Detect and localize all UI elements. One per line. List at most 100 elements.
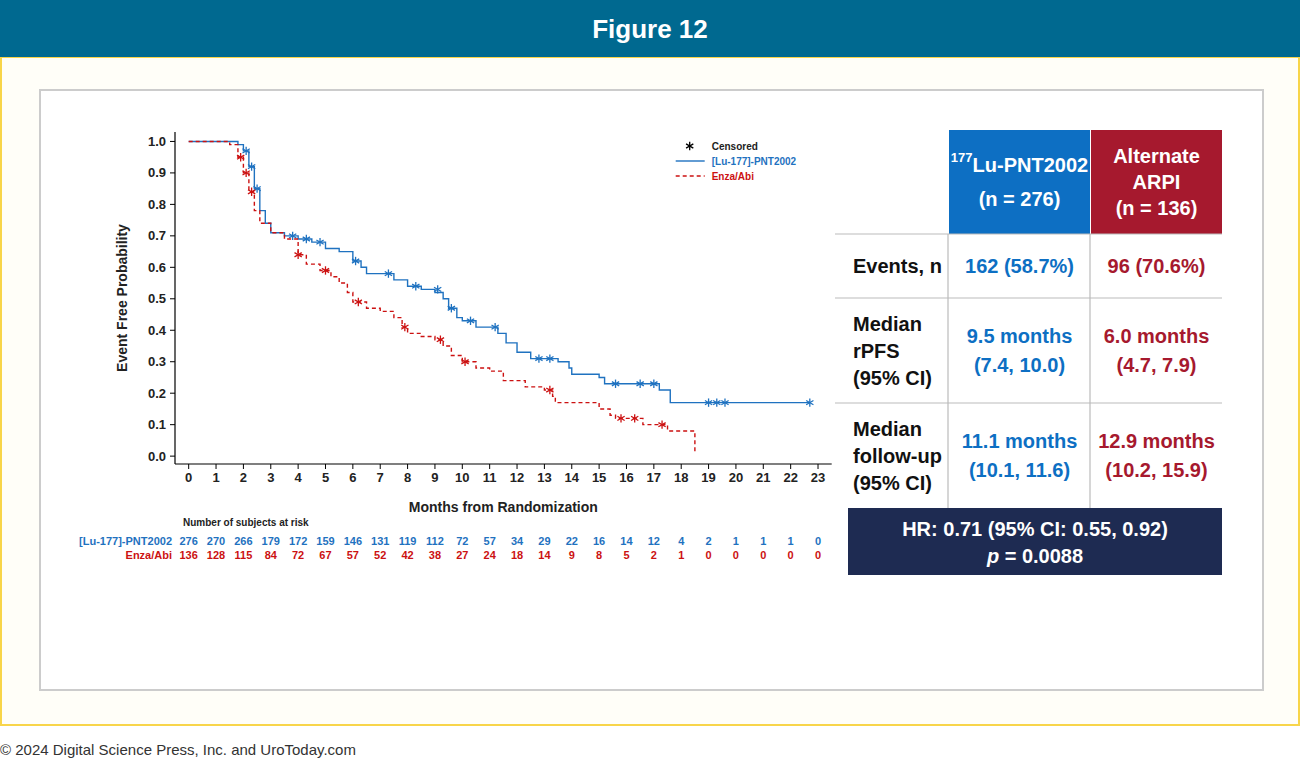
y-tick	[170, 456, 175, 457]
censored-mark	[492, 323, 499, 331]
asterisk-stroke	[461, 360, 468, 364]
cell-value: 162 (58.7%)	[965, 255, 1074, 277]
x-tick-label: 8	[404, 470, 411, 485]
asterisk-stroke	[316, 240, 323, 244]
censored-mark	[253, 184, 260, 192]
at-risk-value: 0	[706, 549, 712, 561]
x-tick-label: 0	[185, 470, 192, 485]
asterisk-stroke	[461, 360, 468, 364]
plot-data	[189, 141, 814, 453]
x-tick	[298, 464, 299, 469]
x-tick	[407, 464, 408, 469]
asterisk-stroke	[612, 382, 619, 386]
asterisk-stroke	[385, 272, 392, 276]
x-tick	[380, 464, 381, 469]
asterisk-stroke	[658, 423, 665, 427]
asterisk-stroke	[492, 325, 499, 329]
x-tick	[818, 464, 819, 469]
row-label: Median	[853, 313, 922, 335]
cell-value: 6.0 months	[1104, 325, 1210, 347]
yellow-frame	[1, 57, 1299, 725]
km-curve	[189, 141, 810, 402]
row-label: Median	[853, 418, 922, 440]
column-header-cell	[949, 130, 1090, 234]
asterisk-stroke	[686, 144, 693, 148]
censored-mark	[631, 414, 638, 422]
censored-mark	[713, 398, 720, 406]
at-risk-value: 38	[429, 549, 441, 561]
asterisk-stroke	[617, 416, 624, 420]
legend-label: Enza/Abi	[712, 171, 754, 182]
at-risk-value: 128	[207, 549, 225, 561]
x-tick	[489, 464, 490, 469]
x-tick-label: 14	[565, 470, 580, 485]
x-tick-label: 6	[349, 470, 356, 485]
x-tick	[571, 464, 572, 469]
axes: 012345678910111213141516171819202122230.…	[114, 132, 832, 515]
x-tick-label: 4	[295, 470, 303, 485]
asterisk-stroke	[248, 190, 255, 194]
asterisk-stroke	[467, 319, 474, 323]
x-tick	[188, 464, 189, 469]
at-risk-value: 1	[733, 535, 739, 547]
censored-mark	[705, 398, 712, 406]
x-tick-label: 16	[619, 470, 633, 485]
y-tick-label: 0.9	[148, 165, 166, 180]
at-risk-value: 119	[399, 535, 417, 547]
at-risk-value: 57	[347, 549, 359, 561]
y-tick-label: 0.4	[148, 323, 167, 338]
legend-censored-symbol	[686, 142, 693, 150]
at-risk-value: 22	[566, 535, 578, 547]
censored-mark	[637, 380, 644, 388]
column-separator	[947, 234, 948, 508]
x-tick	[626, 464, 627, 469]
x-tick-label: 19	[701, 470, 715, 485]
asterisk-stroke	[289, 234, 296, 238]
column-header-text: ARPI	[1133, 171, 1181, 193]
censored-mark	[434, 285, 441, 293]
p-value: p = 0.0088	[986, 545, 1083, 567]
asterisk-stroke	[243, 149, 250, 153]
column-header-cell	[1091, 130, 1222, 234]
at-risk-value: 52	[374, 549, 386, 561]
cell-value: 11.1 months	[962, 430, 1078, 452]
figure: Figure 12© 2024 Digital Science Press, I…	[0, 0, 1300, 761]
x-tick-label: 10	[455, 470, 469, 485]
asterisk-stroke	[546, 356, 553, 360]
legend-line	[676, 175, 705, 176]
at-risk-value: 67	[319, 549, 331, 561]
y-tick	[170, 330, 175, 331]
censored-mark	[437, 335, 444, 343]
at-risk-value: 14	[538, 549, 551, 561]
asterisk-stroke	[686, 144, 693, 148]
asterisk-stroke	[316, 240, 323, 244]
asterisk-stroke	[237, 155, 244, 159]
y-tick-label: 0.2	[148, 386, 166, 401]
censored-mark	[316, 238, 323, 246]
x-tick-label: 2	[240, 470, 247, 485]
censored-mark	[248, 162, 255, 170]
cell-value: 12.9 months	[1098, 430, 1215, 452]
at-risk-value: 179	[262, 535, 280, 547]
asterisk-stroke	[294, 253, 301, 257]
column-header-text: Alternate	[1113, 145, 1200, 167]
x-tick-label: 3	[267, 470, 274, 485]
at-risk-value: 266	[234, 535, 252, 547]
asterisk-stroke	[705, 401, 712, 405]
at-risk-value: 1	[788, 535, 794, 547]
asterisk-stroke	[355, 300, 362, 304]
at-risk-value: 5	[623, 549, 629, 561]
asterisk-stroke	[617, 416, 624, 420]
at-risk-value: 112	[426, 535, 444, 547]
row-label: follow-up	[853, 445, 942, 467]
censored-mark	[546, 386, 553, 394]
asterisk-stroke	[352, 259, 359, 263]
x-tick	[708, 464, 709, 469]
at-risk-value: 72	[456, 535, 468, 547]
legend: Censored[Lu-177]-PNT2002Enza/Abi	[676, 141, 797, 182]
asterisk-stroke	[434, 287, 441, 291]
asterisk-stroke	[243, 171, 250, 175]
censored-mark	[412, 282, 419, 290]
x-tick-label: 22	[783, 470, 797, 485]
summary-table: 177Lu-PNT2002(n = 276)AlternateARPI(n = …	[835, 130, 1222, 575]
